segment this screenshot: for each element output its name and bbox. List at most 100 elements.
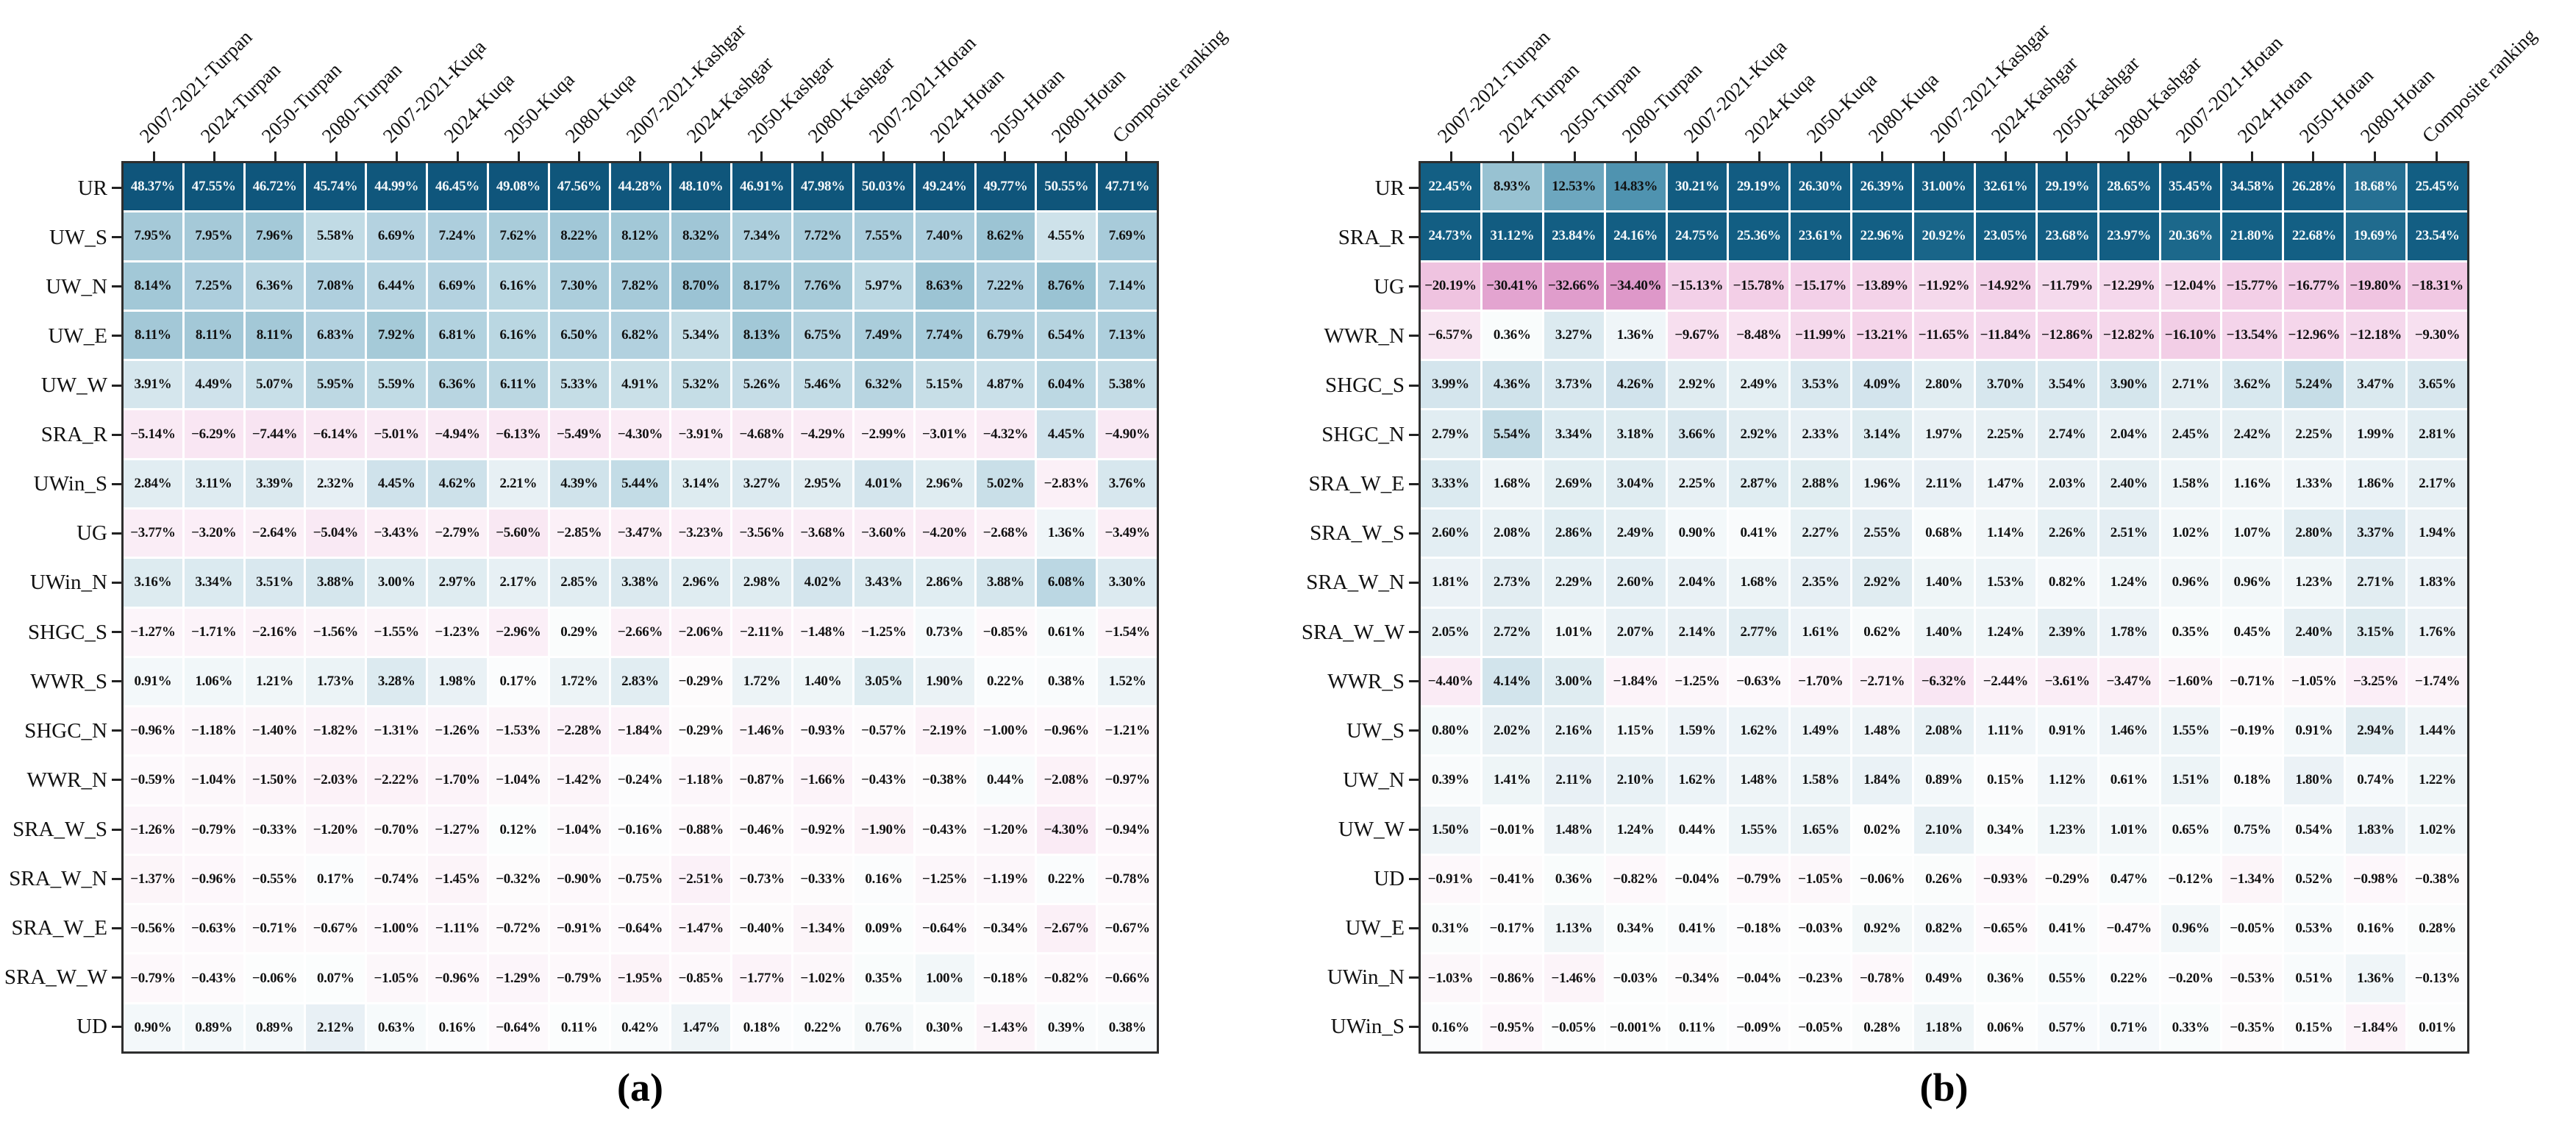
heatmap-cell: 0.61% xyxy=(2099,757,2159,804)
heatmap-cell: 46.45% xyxy=(428,163,487,211)
row-label: WWR_S xyxy=(30,669,107,693)
heatmap-cell: 0.90% xyxy=(1667,509,1727,557)
heatmap-cell: 2.79% xyxy=(1421,410,1480,458)
heatmap-cell: 4.36% xyxy=(1482,361,1542,409)
column-label: 2007-2021-Kuqa xyxy=(1679,35,1791,148)
heatmap-cell: 6.08% xyxy=(1037,559,1096,607)
heatmap-cell: −5.04% xyxy=(306,509,365,557)
heatmap-cell: 1.33% xyxy=(2284,460,2344,507)
heatmap-cell: 2.92% xyxy=(1852,559,1913,607)
heatmap-cell: −1.34% xyxy=(793,905,852,953)
heatmap-cell: 1.16% xyxy=(2222,460,2283,507)
heatmap-cell: 1.24% xyxy=(2099,559,2159,607)
heatmap-cell: −11.99% xyxy=(1791,311,1851,360)
heatmap-cell: −0.70% xyxy=(367,806,427,854)
heatmap-cell: 0.49% xyxy=(1914,954,1974,1002)
row-label: UG xyxy=(1374,274,1405,299)
heatmap-cell: −0.03% xyxy=(1791,905,1851,953)
axis-tick xyxy=(335,151,338,161)
heatmap-cell: −0.85% xyxy=(976,608,1035,656)
heatmap-cell: −1.70% xyxy=(428,757,487,804)
heatmap-cell: 1.59% xyxy=(1667,707,1727,755)
heatmap-cell: −6.14% xyxy=(306,410,365,458)
axis-tick xyxy=(2004,151,2007,161)
heatmap-cell: 3.16% xyxy=(124,559,182,607)
axis-tick xyxy=(112,1025,121,1028)
heatmap-cell: 0.89% xyxy=(1914,757,1974,804)
heatmap-cell: 24.16% xyxy=(1605,212,1666,260)
heatmap-cell: 4.62% xyxy=(428,460,487,507)
heatmap-cell: 8.11% xyxy=(124,311,182,360)
heatmap-cell: 2.71% xyxy=(2346,559,2406,607)
heatmap-cell: 0.12% xyxy=(488,806,548,854)
heatmap-cell: −1.05% xyxy=(367,954,427,1002)
heatmap-cell: 1.02% xyxy=(2161,509,2221,557)
heatmap-cell: −11.79% xyxy=(2037,262,2097,310)
heatmap-cell: 6.36% xyxy=(428,361,487,409)
heatmap-cell: −3.60% xyxy=(854,509,913,557)
heatmap-cell: 5.26% xyxy=(732,361,792,409)
heatmap-cell: 44.99% xyxy=(367,163,427,211)
axis-tick xyxy=(1125,151,1128,161)
axis-tick xyxy=(112,482,121,485)
heatmap-cell: 3.43% xyxy=(854,559,913,607)
row-label: SHGC_S xyxy=(28,620,107,644)
axis-tick xyxy=(943,151,946,161)
heatmap-cell: 0.26% xyxy=(1914,855,1974,904)
heatmap-cell: −18.31% xyxy=(2408,262,2467,310)
axis-tick xyxy=(2066,151,2069,161)
heatmap-cell: −1.53% xyxy=(488,707,548,755)
heatmap-cell: 0.28% xyxy=(1852,1004,1913,1051)
heatmap-cell: 0.47% xyxy=(2099,855,2159,904)
heatmap-cell: 6.16% xyxy=(488,262,548,310)
heatmap-cell: −5.01% xyxy=(367,410,427,458)
heatmap-cell: −0.43% xyxy=(915,806,974,854)
heatmap-cell: 2.69% xyxy=(1544,460,1604,507)
heatmap-cell: 4.14% xyxy=(1482,657,1542,706)
heatmap-cell: −2.66% xyxy=(610,608,670,656)
heatmap-cell: −1.00% xyxy=(976,707,1035,755)
axis-tick xyxy=(112,976,121,979)
heatmap-cell: 1.78% xyxy=(2099,608,2159,656)
heatmap-cell: 1.49% xyxy=(1791,707,1851,755)
heatmap-cell: −0.67% xyxy=(306,905,365,953)
heatmap-cell: −0.05% xyxy=(1544,1004,1604,1051)
heatmap-cell: −2.79% xyxy=(428,509,487,557)
column-label: Composite ranking xyxy=(1107,24,1231,147)
heatmap-cell: −0.18% xyxy=(1729,905,1789,953)
column-label: 2007-2021-Hotan xyxy=(864,32,980,148)
heatmap-cell: −2.68% xyxy=(976,509,1035,557)
heatmap-cell: −8.48% xyxy=(1729,311,1789,360)
heatmap-cell: −0.38% xyxy=(2408,855,2467,904)
heatmap-cell: 2.10% xyxy=(1914,806,1974,854)
heatmap-cell: −12.18% xyxy=(2346,311,2406,360)
heatmap-cell: 7.82% xyxy=(610,262,670,310)
heatmap-cell: −1.04% xyxy=(184,757,243,804)
heatmap-cell: −1.25% xyxy=(915,855,974,904)
heatmap-cell: 3.34% xyxy=(184,559,243,607)
heatmap-cell: −0.67% xyxy=(1098,905,1157,953)
heatmap-cell: 2.51% xyxy=(2099,509,2159,557)
axis-tick xyxy=(1635,151,1638,161)
heatmap-cell: 2.25% xyxy=(1975,410,2036,458)
heatmap-cell: 2.32% xyxy=(306,460,365,507)
heatmap-cell: −0.79% xyxy=(1729,855,1789,904)
heatmap-cell: −0.06% xyxy=(245,954,304,1002)
heatmap-cell: 2.92% xyxy=(1667,361,1727,409)
heatmap-cell: 0.65% xyxy=(2161,806,2221,854)
heatmap-cell: 7.62% xyxy=(488,212,548,260)
heatmap-cell: −1.43% xyxy=(976,1004,1035,1051)
column-label: 2007-2021-Turpan xyxy=(135,26,257,148)
heatmap-cell: −4.94% xyxy=(428,410,487,458)
heatmap-cell: 7.30% xyxy=(549,262,609,310)
heatmap-cell: 1.15% xyxy=(1605,707,1666,755)
heatmap-cell: −1.31% xyxy=(367,707,427,755)
axis-tick xyxy=(1409,532,1419,535)
heatmap-cell: 0.35% xyxy=(2161,608,2221,656)
heatmap-cell: −1.56% xyxy=(306,608,365,656)
heatmap-cell: 1.11% xyxy=(1975,707,2036,755)
heatmap-cell: 0.71% xyxy=(2099,1004,2159,1051)
row-label: UWin_N xyxy=(29,571,107,595)
heatmap-cell: 8.17% xyxy=(732,262,792,310)
heatmap-cell: 1.23% xyxy=(2037,806,2097,854)
